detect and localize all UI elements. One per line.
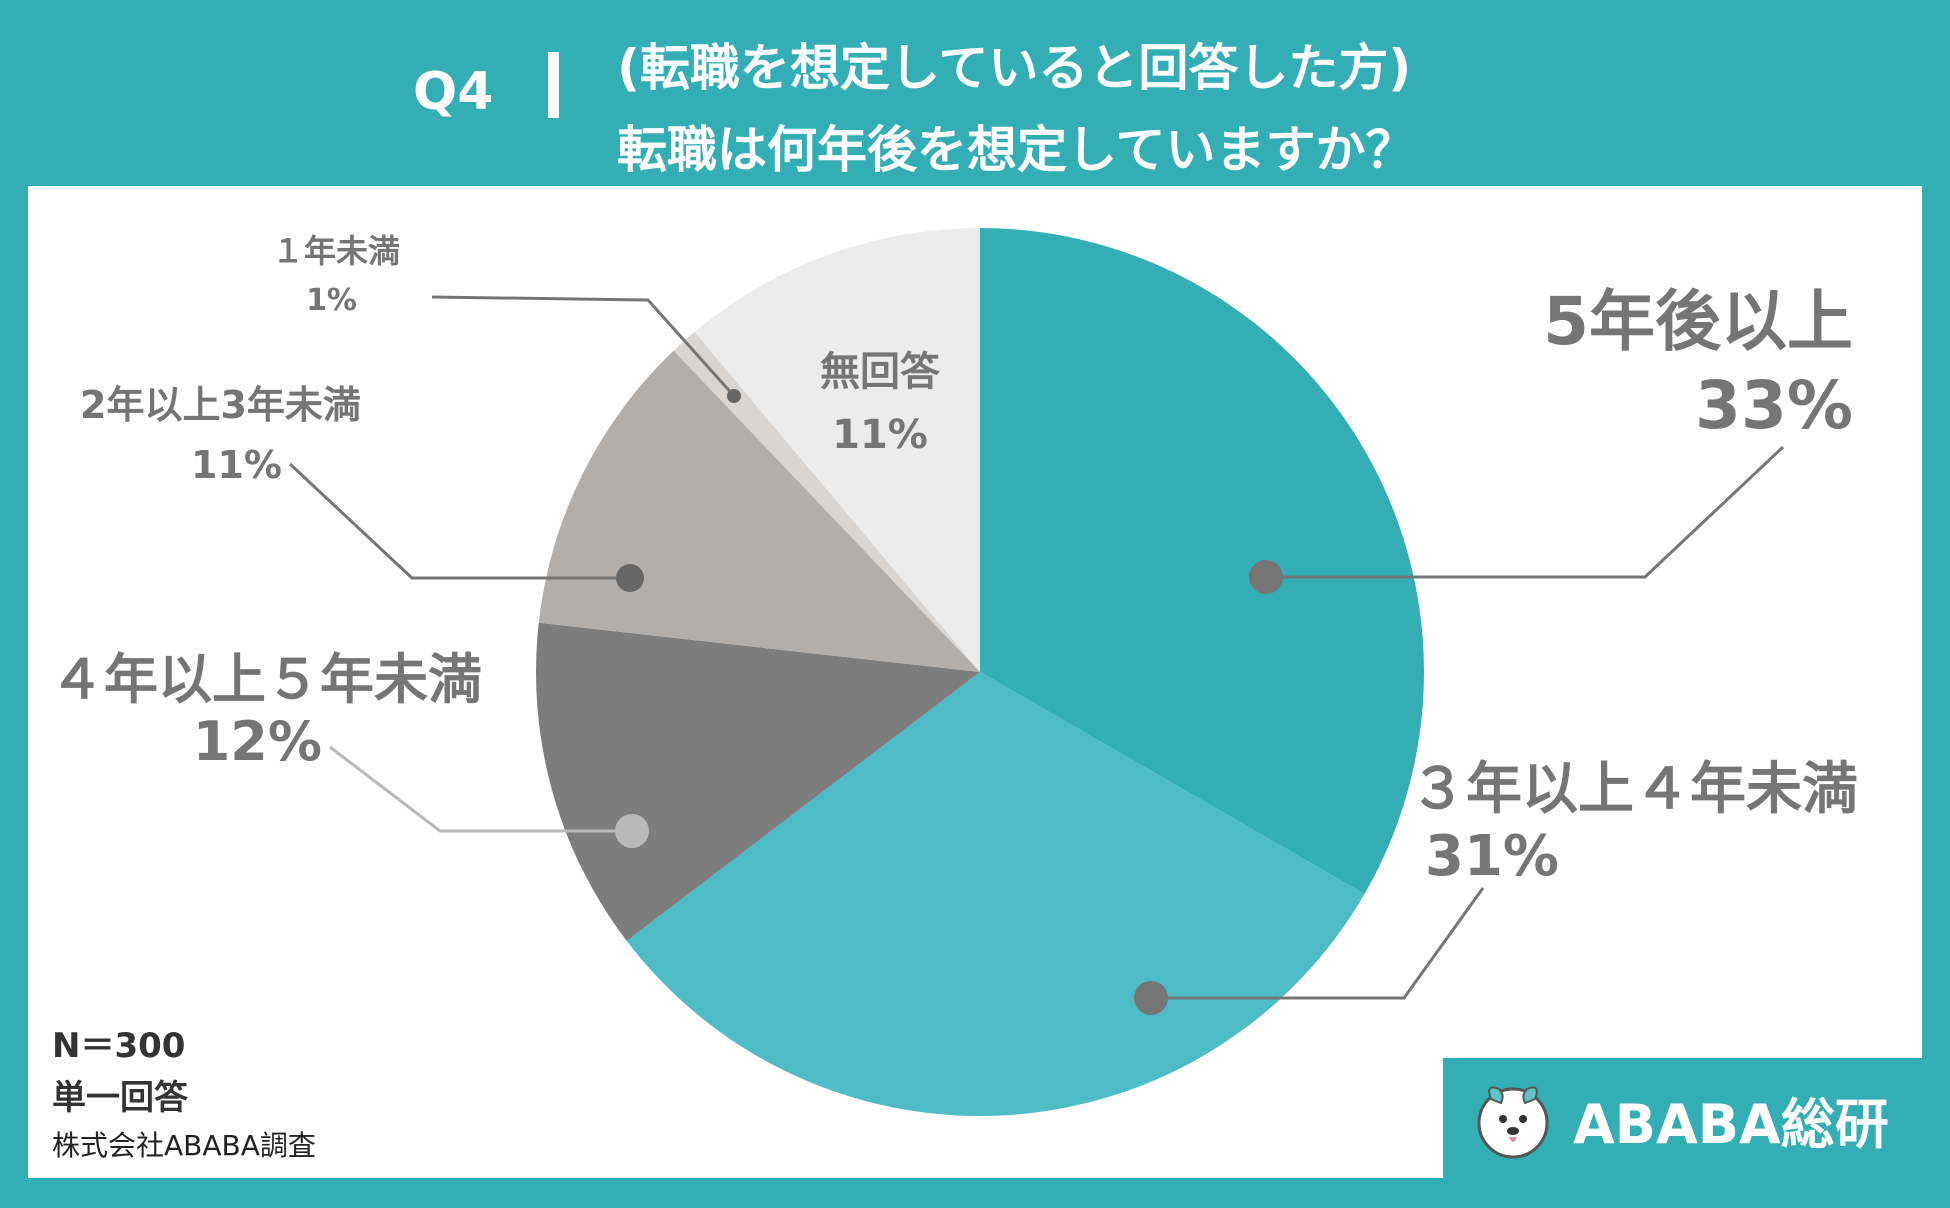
slice-percent-label: 11%	[832, 412, 928, 458]
slice-percent-label: 31%	[1425, 824, 1559, 889]
leader-dot	[1134, 981, 1168, 1015]
leader-line	[431, 295, 736, 398]
pie-slice	[626, 672, 1365, 1117]
answer-type-note: 単一回答	[52, 1078, 188, 1118]
brand-name: ABABA総研	[1573, 1092, 1889, 1156]
slice-percent-label: 12%	[193, 710, 322, 773]
leader-line	[1282, 445, 1785, 579]
leader-dot	[616, 564, 644, 592]
slice-percent-label: 33%	[1695, 367, 1853, 444]
question-number: Q4	[413, 62, 494, 122]
pie-slice	[536, 622, 980, 941]
question-title: 転職は何年後を想定していますか？	[617, 121, 1416, 179]
leader-line	[288, 462, 616, 580]
pie-slice	[694, 228, 980, 672]
leader-line	[329, 745, 615, 833]
pie-slice	[673, 331, 980, 672]
slice-category-label: ４年以上５年未満	[50, 648, 482, 711]
leader-line	[1167, 887, 1485, 1000]
dog-mascot-icon	[1477, 1086, 1549, 1159]
slice-category-label: 2年以上3年未満	[80, 383, 361, 427]
slice-category-label: 無回答	[820, 349, 941, 395]
leader-dot	[615, 814, 649, 848]
slice-category-label: ３年以上４年未満	[1410, 757, 1858, 822]
header: Q4 (転職を想定していると回答した方) 転職は何年後を想定していますか？	[0, 0, 1950, 186]
slice-percent-label: 11%	[191, 443, 282, 487]
source-note: 株式会社ABABA調査	[52, 1129, 316, 1162]
slice-category-label: 5年後以上	[1543, 283, 1853, 360]
sample-size-note: N＝300	[52, 1026, 186, 1066]
slice-percent-label: 1%	[306, 283, 357, 318]
brand-badge: ABABA総研	[1443, 1058, 1950, 1180]
slice-category-label: １年未満	[272, 232, 400, 270]
pie-slice	[538, 350, 980, 672]
leader-dot	[727, 389, 741, 403]
pie-slice	[980, 228, 1425, 894]
leader-dot	[1249, 560, 1283, 594]
question-subtitle: (転職を想定していると回答した方)	[617, 39, 1412, 97]
title-divider	[548, 52, 559, 118]
